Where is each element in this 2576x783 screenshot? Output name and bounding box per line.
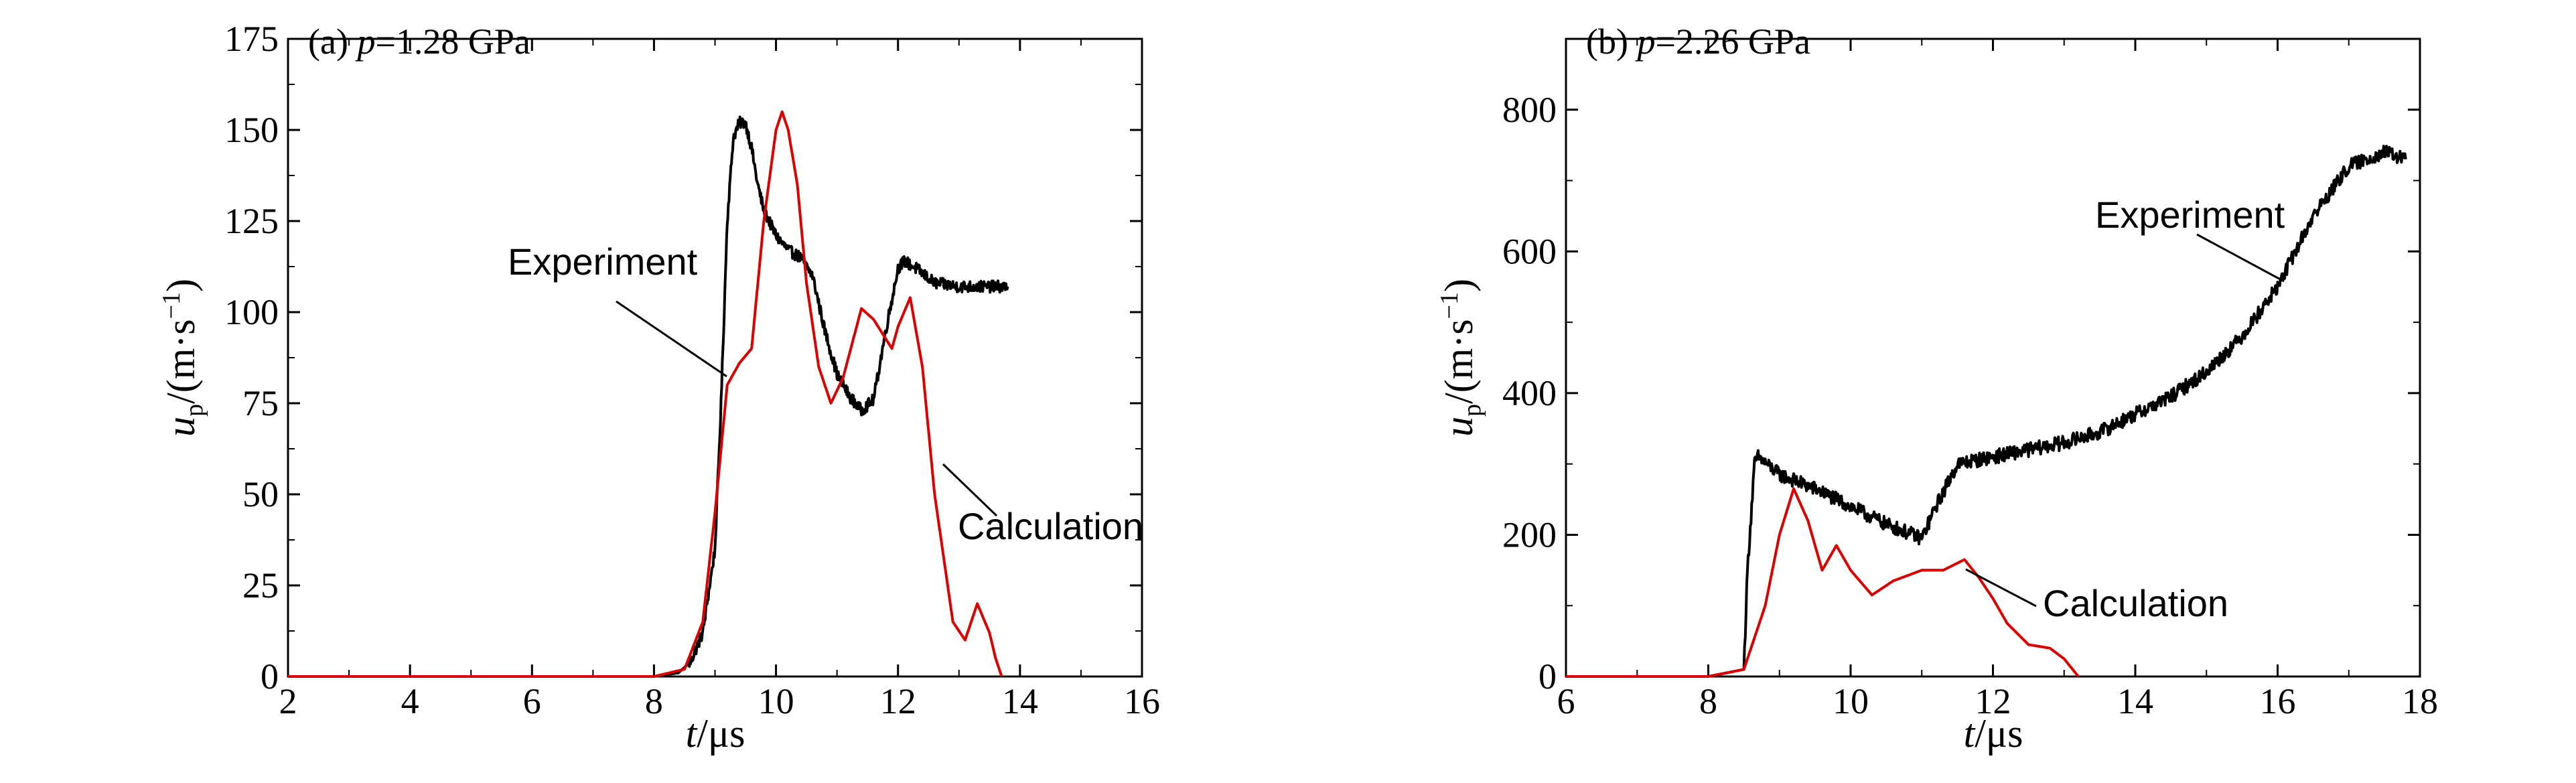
y-tick-label: 800 <box>1502 90 1557 130</box>
y-axis-var-a: u <box>159 417 203 437</box>
y-tick-label: 0 <box>261 656 279 697</box>
x-ticks-b: 6 8 10 12 14 16 18 <box>1557 39 2438 721</box>
x-tick-label: 10 <box>1833 681 1869 721</box>
panel-title-var-a: p <box>354 21 375 62</box>
annotation-calculation-a: Calculation <box>958 505 1143 547</box>
panel-title-rest-b: =2.26 GPa <box>1655 21 1810 62</box>
series-group-a <box>287 110 1009 678</box>
y-axis-label-b: up/(m·s−1) <box>1435 279 1486 437</box>
y-tick-label: 75 <box>242 383 279 423</box>
x-axis-label-b: t/μs <box>1964 711 2023 756</box>
x-ticks-a: 2 4 6 8 10 12 14 16 <box>279 39 1160 721</box>
x-tick-label: 4 <box>401 681 419 721</box>
y-tick-label: 25 <box>242 565 279 606</box>
leader-calculation-b <box>1965 568 2037 608</box>
panel-title-b: (b) p=2.26 GPa <box>1586 21 1810 62</box>
y-axis-unit-a-a: /(m·s <box>159 319 203 404</box>
y-tick-label: 125 <box>224 201 279 241</box>
panel-title-var-b: p <box>1634 21 1655 62</box>
plot-frame-a <box>287 38 1143 678</box>
x-axis-var-a: t <box>686 711 698 756</box>
y-axis-sup-a: −1 <box>157 292 186 319</box>
y-tick-label: 50 <box>242 474 279 514</box>
y-axis-sup-b: −1 <box>1435 292 1463 319</box>
y-ticks-a: 0 25 50 75 100 125 150 175 <box>224 19 1142 697</box>
panel-label-a: (a) <box>308 21 357 62</box>
y-tick-label: 100 <box>224 292 279 332</box>
leader-experiment-a <box>616 300 727 378</box>
y-tick-label: 200 <box>1502 514 1557 555</box>
y-axis-sub-b: p <box>1458 404 1486 417</box>
leader-calculation-a <box>942 463 998 517</box>
x-tick-label: 18 <box>2402 681 2438 721</box>
y-tick-label: 150 <box>224 110 279 150</box>
panel-label-b: (b) <box>1586 21 1637 62</box>
x-tick-label: 10 <box>758 681 794 721</box>
x-tick-label: 14 <box>2117 681 2153 721</box>
y-ticks-b: 0 200 400 600 800 <box>1502 90 2420 697</box>
x-tick-label: 12 <box>880 681 916 721</box>
x-axis-var-b: t <box>1964 711 1976 756</box>
series-group-b <box>1565 145 2407 678</box>
y-axis-var-b: u <box>1437 417 1481 437</box>
annotation-experiment-b: Experiment <box>2095 194 2285 236</box>
x-axis-unit-b: /μs <box>1975 711 2023 756</box>
panel-title-rest-a: =1.28 GPa <box>375 21 530 62</box>
x-tick-label: 8 <box>1699 681 1717 721</box>
x-tick-label: 12 <box>1975 681 2011 721</box>
y-tick-label: 400 <box>1502 373 1557 413</box>
x-tick-label: 16 <box>2260 681 2296 721</box>
x-tick-label: 14 <box>1002 681 1038 721</box>
x-tick-label: 16 <box>1124 681 1160 721</box>
x-tick-label: 6 <box>523 681 541 721</box>
y-axis-unit-a-b: /(m·s <box>1437 319 1481 404</box>
y-tick-label: 0 <box>1539 656 1557 697</box>
x-tick-label: 2 <box>279 681 297 721</box>
leader-experiment-b <box>2196 233 2285 283</box>
panel-title-a: (a) p=1.28 GPa <box>308 21 530 62</box>
y-axis-unit-b-a: ) <box>159 279 203 292</box>
y-axis-sub-a: p <box>180 404 208 417</box>
plot-frame-b <box>1565 38 2421 678</box>
series-line-calculation <box>287 110 1003 678</box>
annotation-calculation-b: Calculation <box>2043 582 2228 624</box>
series-line-calculation <box>1565 487 2080 678</box>
x-axis-unit-a: /μs <box>697 711 745 756</box>
series-line-experiment <box>287 115 1009 678</box>
series-line-experiment <box>1707 145 2407 678</box>
x-axis-label-a: t/μs <box>686 711 745 756</box>
y-axis-label-a: up/(m·s−1) <box>157 279 208 437</box>
annotation-experiment-a: Experiment <box>508 240 698 283</box>
y-tick-label: 600 <box>1502 231 1557 271</box>
y-axis-unit-b-b: ) <box>1437 279 1481 292</box>
x-tick-label: 8 <box>645 681 663 721</box>
x-tick-label: 6 <box>1557 681 1575 721</box>
y-tick-label: 175 <box>224 19 279 59</box>
